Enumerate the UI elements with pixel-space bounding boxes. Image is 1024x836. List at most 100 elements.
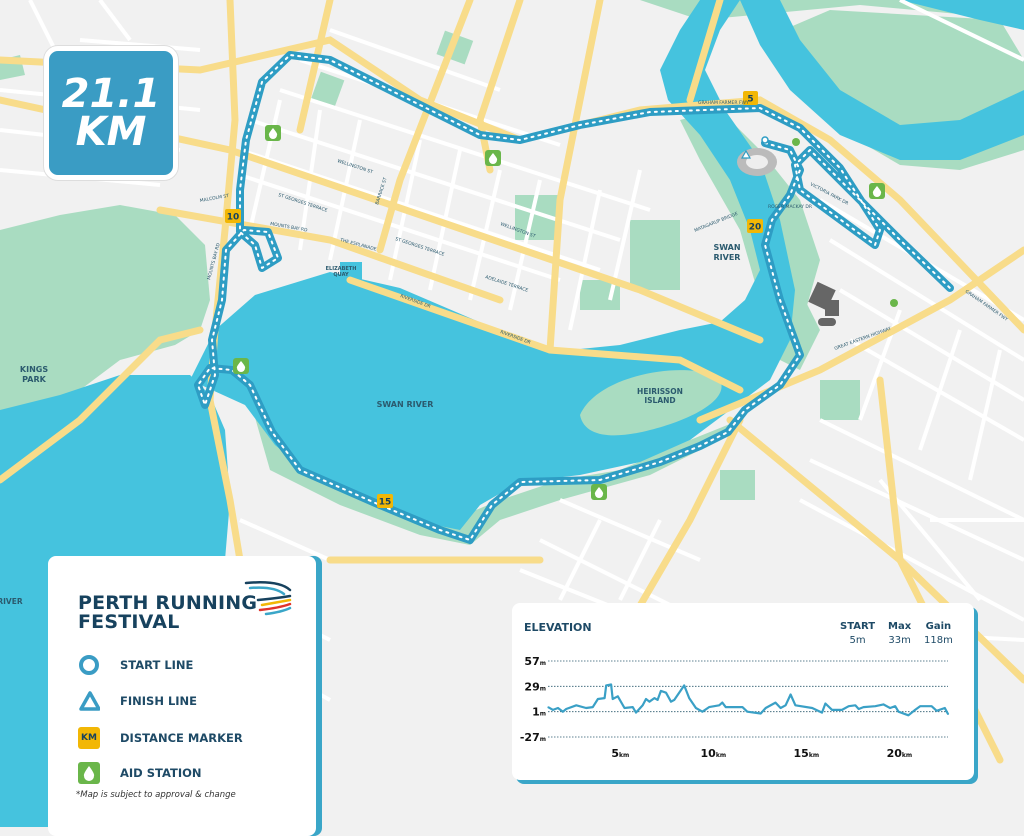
label-kings-park: KINGS [20,365,48,374]
water-drop-icon [872,186,882,197]
elevation-line [547,683,950,717]
stat-value: 118m [924,635,953,646]
elevation-point [811,707,813,709]
elevation-point [862,706,865,708]
road-north [296,0,334,134]
label-swan-river-north: RIVER [714,253,741,262]
elevation-point [936,710,938,712]
train-station-icon [890,299,898,307]
elevation-point [907,714,909,716]
y-tick-label: -27m [520,731,546,744]
elevation-point [562,711,564,713]
swan-river-upper [740,0,1024,160]
elevation-point [874,705,876,707]
riverside-dr [346,276,744,394]
badge-distance: 21.1 [61,71,161,117]
elevation-point [597,698,599,700]
aid-station-marker [591,484,607,500]
elizabeth-quay-water [340,262,362,280]
aid-station-marker [233,358,249,374]
barrack-st [376,0,474,254]
elevation-point [746,711,748,713]
km-marker-text: KM [81,733,97,743]
water-drop-icon [594,487,604,498]
stat-label: START [840,621,876,632]
label-elizabeth-quay: QUAY [333,272,349,278]
street-label: MATAGARUP BRIDGE [694,211,739,234]
stat-gain: Gain 118m [924,620,953,648]
legend-panel: PERTH RUNNING FESTIVAL START LINE FINISH… [48,556,316,836]
elevation-point [565,708,567,710]
elevation-point [779,707,782,709]
elevation-point [784,704,787,706]
elevation-point [854,704,856,706]
logo-line1: PERTH RUNNING [78,592,258,614]
finish-line-marker [740,149,752,159]
elevation-point [603,697,606,699]
route-direction-arrows [197,54,951,541]
y-tick-label: 29m [524,680,546,693]
distance-marker-label: 15 [379,498,392,508]
optus-stadium [737,148,777,176]
elevation-point [760,712,762,715]
disclaimer-note: *Map is subject to approval & change [76,790,236,800]
elevation-point [774,702,777,704]
aid-stations [233,125,885,500]
river-top-right [900,0,1024,30]
road-north-2 [686,0,724,104]
legend-label: DISTANCE MARKER [120,731,243,745]
water-drop-icon [488,153,498,164]
distance-marker-20: 20 [747,219,763,233]
st-georges-tce [156,206,504,304]
distance-marker-label: 10 [227,213,240,223]
race-route [194,51,954,544]
elevation-point [765,707,767,709]
elevation-point [547,706,549,708]
elevation-point [718,704,720,706]
elevation-point [585,707,587,709]
road-south-east [616,416,744,644]
distance-marker-15: 15 [377,494,393,508]
elevation-point [897,711,900,713]
elevation-point [612,698,614,700]
y-tick-label: 57m [524,655,546,668]
x-tick-label: 10km [701,747,727,760]
elevation-point [688,697,690,699]
elevation-title: ELEVATION [524,621,592,634]
elevation-point [605,684,607,687]
aid-station-marker [265,125,281,141]
street-label: ROGER MACKAY DR [768,204,812,210]
elevation-point [919,705,921,707]
elevation-point [882,703,885,706]
legend-aid-station: AID STATION [78,762,202,784]
elevation-point [824,702,826,705]
label-swan-river-north: SWAN [713,243,740,252]
elevation-point [665,692,667,694]
circle-outline-icon [78,654,100,676]
stat-value: 33m [888,635,911,646]
elevation-point [725,706,727,708]
elevation-point [653,697,656,699]
legend-distance-marker: KM DISTANCE MARKER [78,727,243,749]
water-drop-icon [78,762,100,784]
elevation-point [623,707,626,709]
elevation-point [790,693,792,696]
park-block [630,220,680,290]
elevation-point [701,711,704,713]
legend-start-line: START LINE [78,654,193,676]
elevation-point [831,709,833,711]
distance-marker-label: 5 [747,95,753,105]
elevation-point [731,706,733,708]
legend-label: AID STATION [120,766,202,780]
stat-max: Max 33m [888,620,911,648]
plain-st [546,0,604,354]
stat-start: START 5m [840,620,875,648]
distance-badge: 21.1 KM [44,46,178,180]
label-river: RIVER [0,597,23,606]
elevation-point [944,707,946,709]
elevation-point [821,711,823,714]
elevation-panel: ELEVATION START 5m Max 33m Gain 118m 57m 29m… [512,603,974,780]
x-tick-label: 5km [611,747,629,760]
stat-value: 5m [849,635,866,646]
crown-complex [808,281,839,326]
